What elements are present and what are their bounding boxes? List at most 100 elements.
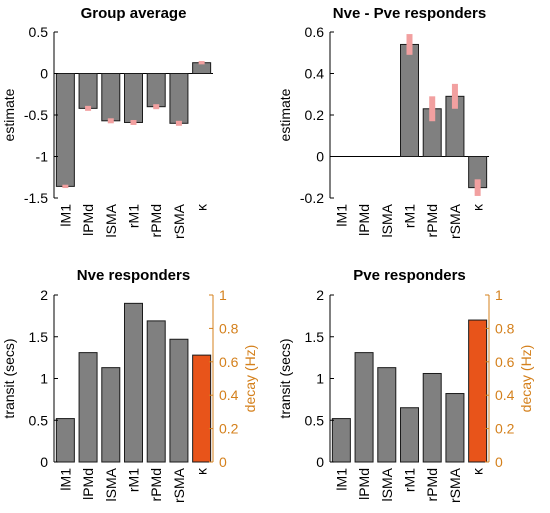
- chart-title: Pve responders: [353, 267, 466, 284]
- y-tick-label: -1: [36, 149, 49, 165]
- bar-rPMd: [146, 73, 166, 108]
- y-tick-label: 0.5: [29, 412, 49, 428]
- bar-rSMA: [445, 393, 465, 463]
- bar-lPMd: [354, 352, 374, 463]
- x-tick-label: κ: [470, 203, 486, 211]
- y-tick-label: -0.2: [300, 190, 324, 206]
- bar-rM1: [400, 43, 419, 158]
- bar-lM1: [331, 418, 351, 463]
- y-tick-label: 0.6: [305, 24, 325, 40]
- y-tick-label: -0.5: [24, 107, 48, 123]
- bar-κ: [468, 319, 488, 463]
- error-bar-lM1: [62, 184, 69, 189]
- chart-title: Nve - Pve responders: [333, 5, 486, 22]
- y-tick-label: 1: [316, 371, 324, 387]
- bar-lM1: [55, 73, 75, 187]
- y-tick-label: 0: [316, 149, 324, 165]
- error-bar-κ: [474, 179, 481, 196]
- y-tick-label: 0.5: [305, 412, 325, 428]
- chart-title: Nve responders: [77, 267, 190, 284]
- x-tick-label: rPMd: [424, 204, 440, 237]
- y2-tick-label: 0.4: [219, 387, 239, 403]
- x-tick-label: rPMd: [148, 468, 164, 501]
- error-bar-lPMd: [85, 105, 92, 111]
- y2-tick-label: 1: [219, 287, 227, 303]
- bar-lM1: [55, 418, 75, 463]
- error-bar-κ: [198, 61, 205, 65]
- x-tick-label: rSMA: [447, 467, 463, 503]
- x-tick-label: rM1: [402, 468, 418, 492]
- y-axis-label: estimate: [1, 88, 17, 141]
- error-bar-lSMA: [107, 118, 114, 124]
- x-tick-label: rSMA: [447, 203, 463, 239]
- y2-tick-label: 0.6: [495, 354, 515, 370]
- x-tick-label: rSMA: [171, 467, 187, 503]
- bar-rM1: [124, 73, 143, 123]
- y2-tick-label: 0.8: [495, 320, 515, 336]
- y2-tick-label: 0.6: [219, 354, 239, 370]
- y-tick-label: 0.4: [305, 66, 325, 82]
- x-tick-label: lSMA: [379, 467, 395, 501]
- error-bar-rSMA: [175, 120, 182, 126]
- chart-title: Group average: [81, 5, 187, 22]
- chart-panel-3: Nve responders 0 0.5 1 1.5 2 transit (secs) 0 0.…: [1, 267, 258, 503]
- y-tick-label: 0: [316, 454, 324, 470]
- y-tick-label: 0.2: [305, 107, 325, 123]
- x-tick-label: lPMd: [80, 204, 96, 236]
- error-bar-rSMA: [451, 83, 458, 109]
- x-tick-label: lPMd: [356, 468, 372, 500]
- x-tick-label: lM1: [57, 204, 73, 227]
- y2-tick-label: 0.2: [495, 421, 515, 437]
- y-tick-label: 0: [40, 66, 48, 82]
- x-tick-label: κ: [194, 203, 210, 211]
- bar-rSMA: [169, 73, 189, 124]
- x-tick-label: lSMA: [103, 203, 119, 237]
- x-tick-label: lPMd: [356, 204, 372, 236]
- chart-panel-4: Pve responders 0 0.5 1 1.5 2 transit (secs) 0 0.…: [277, 267, 534, 503]
- y-tick-label: 1.5: [305, 329, 325, 345]
- bar-lPMd: [78, 73, 98, 109]
- error-bar-rPMd: [429, 96, 436, 122]
- y-tick-label: 0: [40, 454, 48, 470]
- bar-κ: [192, 354, 212, 463]
- error-bar-rM1: [130, 119, 137, 125]
- bar-rM1: [400, 407, 419, 463]
- x-tick-label: rPMd: [424, 468, 440, 501]
- bar-lPMd: [78, 352, 98, 463]
- y-tick-label: 2: [40, 287, 48, 303]
- x-tick-label: lM1: [333, 204, 349, 227]
- y-axis-label: estimate: [277, 88, 293, 141]
- x-tick-label: κ: [470, 467, 486, 475]
- chart-panel-2: Nve - Pve responders -0.2 0 0.2 0.4 0.6 estima…: [277, 5, 489, 239]
- error-bar-rPMd: [153, 104, 160, 110]
- bar-rPMd: [422, 372, 442, 463]
- bar-lSMA: [101, 73, 121, 122]
- x-tick-label: rM1: [126, 204, 142, 228]
- y-axis-label: transit (secs): [1, 338, 17, 418]
- y2-axis-label: decay (Hz): [518, 345, 534, 413]
- y2-tick-label: 0.2: [219, 421, 239, 437]
- y2-axis-label: decay (Hz): [242, 345, 258, 413]
- x-tick-label: rPMd: [148, 204, 164, 237]
- y2-tick-label: 0: [219, 454, 227, 470]
- error-bar-rM1: [406, 34, 413, 55]
- x-tick-label: lM1: [57, 468, 73, 491]
- x-tick-label: lPMd: [80, 468, 96, 500]
- x-tick-label: κ: [194, 467, 210, 475]
- y2-tick-label: 0.4: [495, 387, 515, 403]
- y-tick-label: 0.5: [29, 24, 49, 40]
- y-tick-label: -1.5: [24, 190, 48, 206]
- y-tick-label: 2: [316, 287, 324, 303]
- bar-rSMA: [169, 338, 189, 463]
- bar-lSMA: [377, 367, 397, 463]
- y-axis-label: transit (secs): [277, 338, 293, 418]
- chart-panel-1: Group average -1.5 -1 -0.5 0 0.5 estimate lM1 lP…: [1, 5, 213, 239]
- bar-rPMd: [146, 320, 166, 463]
- x-tick-label: rM1: [402, 204, 418, 228]
- bar-rM1: [124, 302, 143, 463]
- y-tick-label: 1: [40, 371, 48, 387]
- x-tick-label: rSMA: [171, 203, 187, 239]
- y-tick-label: 1.5: [29, 329, 49, 345]
- x-tick-label: rM1: [126, 468, 142, 492]
